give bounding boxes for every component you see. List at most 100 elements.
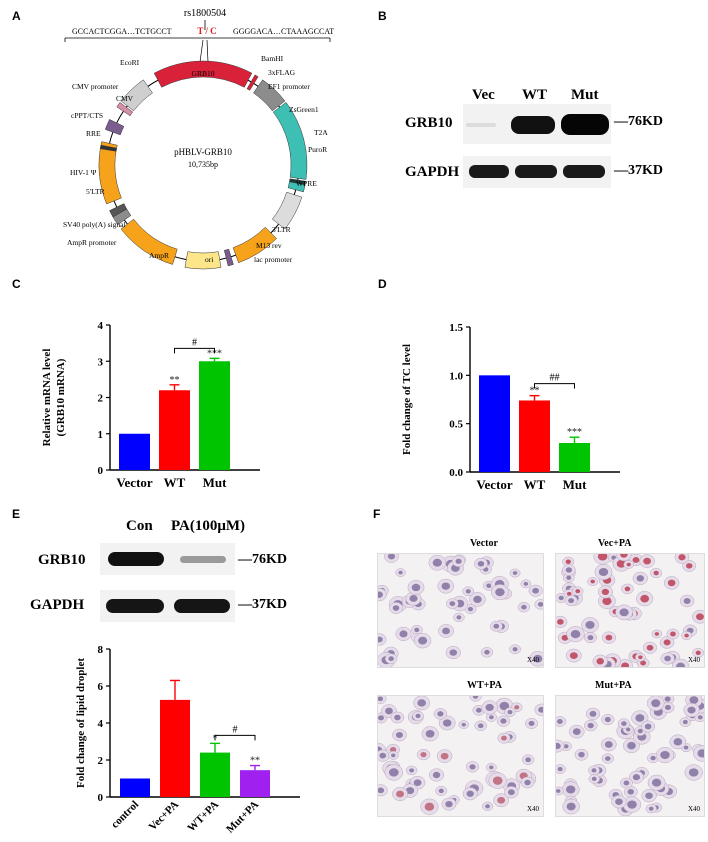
label-lac: lac promoter bbox=[254, 255, 293, 264]
plasmid-map: rs1800504 GCCACTCGGA…TCTGCCT T / C GGGGA… bbox=[63, 8, 334, 270]
plasmid-segment-sv40 bbox=[109, 203, 128, 218]
comparison-label: ## bbox=[550, 373, 560, 384]
lane-label: Vec bbox=[472, 87, 495, 103]
micrograph-title: Vector bbox=[470, 538, 498, 549]
micrograph-cells bbox=[378, 696, 543, 816]
plasmid-segment-ltr5 bbox=[98, 141, 122, 205]
lane-label: Con bbox=[126, 518, 153, 534]
plasmid-segment-hiv bbox=[99, 144, 117, 152]
x-tick-label: WT+PA bbox=[185, 799, 221, 835]
micrograph-cells bbox=[556, 554, 704, 667]
label-ampr: AmpR bbox=[149, 251, 169, 260]
y-tick-label: 1.0 bbox=[449, 370, 463, 382]
y-tick-label: 6 bbox=[98, 681, 104, 693]
plasmid-segment-grb10 bbox=[153, 60, 253, 88]
plasmid-segment-puror bbox=[287, 181, 306, 193]
y-tick-label: 2 bbox=[98, 755, 104, 767]
micrograph-cells bbox=[378, 554, 543, 667]
plasmid-segment-wpre bbox=[271, 191, 303, 230]
label-cppt: cPPT/CTS bbox=[71, 111, 103, 120]
label-ecori: EcoRI bbox=[120, 58, 140, 67]
micrograph-image: X40 bbox=[377, 553, 544, 668]
row-label: GRB10 bbox=[405, 115, 453, 131]
blot-strip bbox=[463, 104, 611, 144]
micrograph-image: X40 bbox=[555, 695, 705, 817]
marker-value: 76KD bbox=[628, 114, 663, 129]
x-tick-label: Mut+PA bbox=[224, 799, 261, 836]
marker-value: 37KD bbox=[252, 597, 287, 612]
comparison-label: # bbox=[233, 724, 238, 735]
comparison-label: # bbox=[192, 337, 197, 348]
x-tick-label: Mut bbox=[203, 475, 228, 490]
marker-label: —37KD bbox=[238, 597, 287, 612]
label-sv40: SV40 poly(A) signal bbox=[63, 220, 126, 229]
label-puror: PuroR bbox=[308, 145, 327, 154]
plasmid-size: 10,735bp bbox=[188, 160, 218, 169]
bar bbox=[199, 361, 230, 470]
y-tick-label: 1.5 bbox=[449, 322, 463, 334]
plasmid-segment-ltr3 bbox=[232, 226, 277, 264]
bar bbox=[200, 752, 230, 797]
micrograph-cells bbox=[556, 696, 704, 816]
bar bbox=[160, 699, 190, 797]
bar bbox=[479, 375, 510, 472]
seq-right: GGGGACA…CTAAAGCCAT bbox=[233, 27, 334, 36]
comparison-bracket bbox=[534, 383, 575, 389]
micrograph-title: Mut+PA bbox=[595, 680, 632, 691]
bar bbox=[240, 770, 270, 797]
plasmid-segment-flag bbox=[246, 74, 259, 91]
comparison-bracket bbox=[174, 347, 215, 354]
y-tick-label: 2 bbox=[98, 393, 104, 405]
seq-allele: T / C bbox=[197, 26, 216, 36]
marker-label: —37KD bbox=[614, 163, 663, 178]
marker-value: 76KD bbox=[252, 552, 287, 567]
label-flag: 3xFLAG bbox=[268, 68, 296, 77]
y-axis-label: Fold change of lipid droplet bbox=[75, 658, 87, 788]
snp-id: rs1800504 bbox=[184, 8, 226, 19]
label-t2a: T2A bbox=[314, 128, 328, 137]
seq-left: GCCACTCGGA…TCTGCCT bbox=[72, 27, 172, 36]
panel-letter-a: A bbox=[12, 9, 21, 23]
x-tick-label: Vector bbox=[116, 475, 153, 490]
y-axis-label-line2: (GRB10 mRNA) bbox=[55, 358, 67, 436]
y-tick-label: 0 bbox=[98, 465, 104, 477]
marker-value: 37KD bbox=[628, 163, 663, 178]
row-label: GAPDH bbox=[405, 164, 460, 180]
plasmid-name: pHBLV-GRB10 bbox=[174, 147, 232, 157]
bar bbox=[559, 443, 590, 472]
plasmid-segment-cmv bbox=[120, 79, 153, 112]
plasmid-segment-zsgreen bbox=[272, 102, 308, 180]
panel-letter-f: F bbox=[373, 507, 381, 521]
y-tick-label: 0 bbox=[98, 792, 104, 804]
label-m13: M13 rev bbox=[256, 241, 282, 250]
magnification-label: X40 bbox=[526, 805, 539, 813]
label-ef1: EF1 promoter bbox=[268, 82, 310, 91]
plasmid-segment-ef1 bbox=[253, 79, 286, 112]
marker-label: —76KD bbox=[238, 552, 287, 567]
label-rre: RRE bbox=[86, 129, 101, 138]
magnification-label: X40 bbox=[687, 656, 700, 664]
chart-d: 0.0 0.5 1.0 1.5 Vector ** WT *** Mut ## Fold chang… bbox=[401, 322, 620, 492]
panel-letter-e: E bbox=[12, 507, 21, 521]
panel-letter-d: D bbox=[378, 277, 387, 291]
magnification-label: X40 bbox=[687, 805, 700, 813]
magnification-label: X40 bbox=[526, 656, 539, 664]
x-tick-label: Mut bbox=[563, 477, 588, 492]
y-tick-label: 3 bbox=[98, 356, 104, 368]
blot-strip bbox=[100, 590, 235, 622]
bar bbox=[120, 778, 150, 797]
plasmid-segment-cppt bbox=[116, 102, 134, 117]
label-cmv: CMV bbox=[116, 94, 134, 103]
plasmid-segment-m13 bbox=[223, 248, 234, 267]
label-hiv: HIV-1 Ψ bbox=[70, 168, 97, 177]
x-tick-label: WT bbox=[164, 475, 186, 490]
x-tick-label: WT bbox=[524, 477, 546, 492]
y-tick-label: 0.0 bbox=[449, 467, 463, 479]
label-ltr5: 5'LTR bbox=[86, 187, 105, 196]
panel-letter-c: C bbox=[12, 277, 21, 291]
y-tick-label: 1 bbox=[98, 429, 104, 441]
x-tick-label: Vec+PA bbox=[147, 799, 182, 834]
blot-strip bbox=[100, 543, 235, 575]
panel-letter-b: B bbox=[378, 9, 387, 23]
significance-label: *** bbox=[567, 427, 582, 438]
